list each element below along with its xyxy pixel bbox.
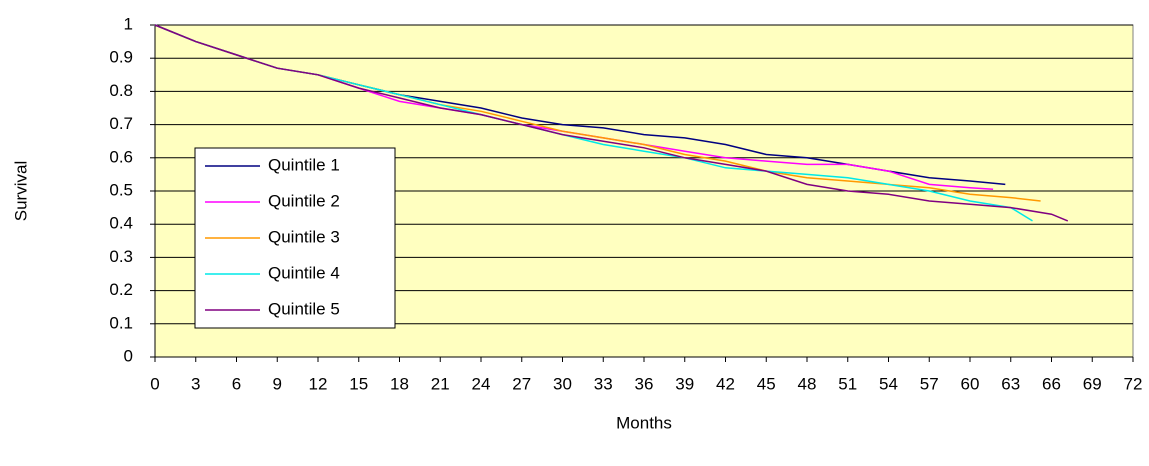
- x-tick-label: 42: [716, 374, 735, 393]
- y-axis-label: Survival: [11, 161, 30, 221]
- y-tick-label: 0.5: [109, 180, 133, 199]
- legend-label: Quintile 2: [268, 191, 340, 210]
- y-tick-label: 0.1: [109, 313, 133, 332]
- legend-label: Quintile 5: [268, 299, 340, 318]
- x-tick-label: 24: [472, 374, 491, 393]
- x-tick-label: 27: [512, 374, 531, 393]
- x-tick-label: 66: [1042, 374, 1061, 393]
- x-tick-label: 12: [309, 374, 328, 393]
- x-tick-label: 36: [635, 374, 654, 393]
- x-tick-label: 48: [798, 374, 817, 393]
- x-tick-label: 51: [838, 374, 857, 393]
- x-tick-label: 45: [757, 374, 776, 393]
- legend-label: Quintile 4: [268, 263, 340, 282]
- x-axis-label: Months: [616, 413, 672, 432]
- legend-label: Quintile 3: [268, 227, 340, 246]
- x-tick-label: 9: [273, 374, 282, 393]
- x-tick-label: 15: [349, 374, 368, 393]
- y-tick-label: 0: [124, 346, 133, 365]
- legend-label: Quintile 1: [268, 155, 340, 174]
- y-tick-label: 0.4: [109, 214, 133, 233]
- x-tick-label: 63: [1001, 374, 1020, 393]
- x-tick-label: 60: [961, 374, 980, 393]
- x-tick-label: 30: [553, 374, 572, 393]
- x-tick-label: 3: [191, 374, 200, 393]
- x-tick-label: 69: [1083, 374, 1102, 393]
- y-tick-label: 0.9: [109, 48, 133, 67]
- x-tick-label: 57: [920, 374, 939, 393]
- x-tick-label: 54: [879, 374, 898, 393]
- y-tick-label: 1: [124, 14, 133, 33]
- x-tick-label: 72: [1124, 374, 1143, 393]
- x-tick-label: 33: [594, 374, 613, 393]
- y-tick-label: 0.2: [109, 280, 133, 299]
- x-tick-label: 39: [675, 374, 694, 393]
- x-tick-label: 21: [431, 374, 450, 393]
- y-tick-label: 0.8: [109, 81, 133, 100]
- y-tick-label: 0.7: [109, 114, 133, 133]
- x-tick-label: 18: [390, 374, 409, 393]
- survival-line: [154, 24, 1069, 222]
- x-tick-label: 6: [232, 374, 241, 393]
- x-tick-label: 0: [150, 374, 159, 393]
- y-tick-label: 0.3: [109, 247, 133, 266]
- y-tick-label: 0.6: [109, 147, 133, 166]
